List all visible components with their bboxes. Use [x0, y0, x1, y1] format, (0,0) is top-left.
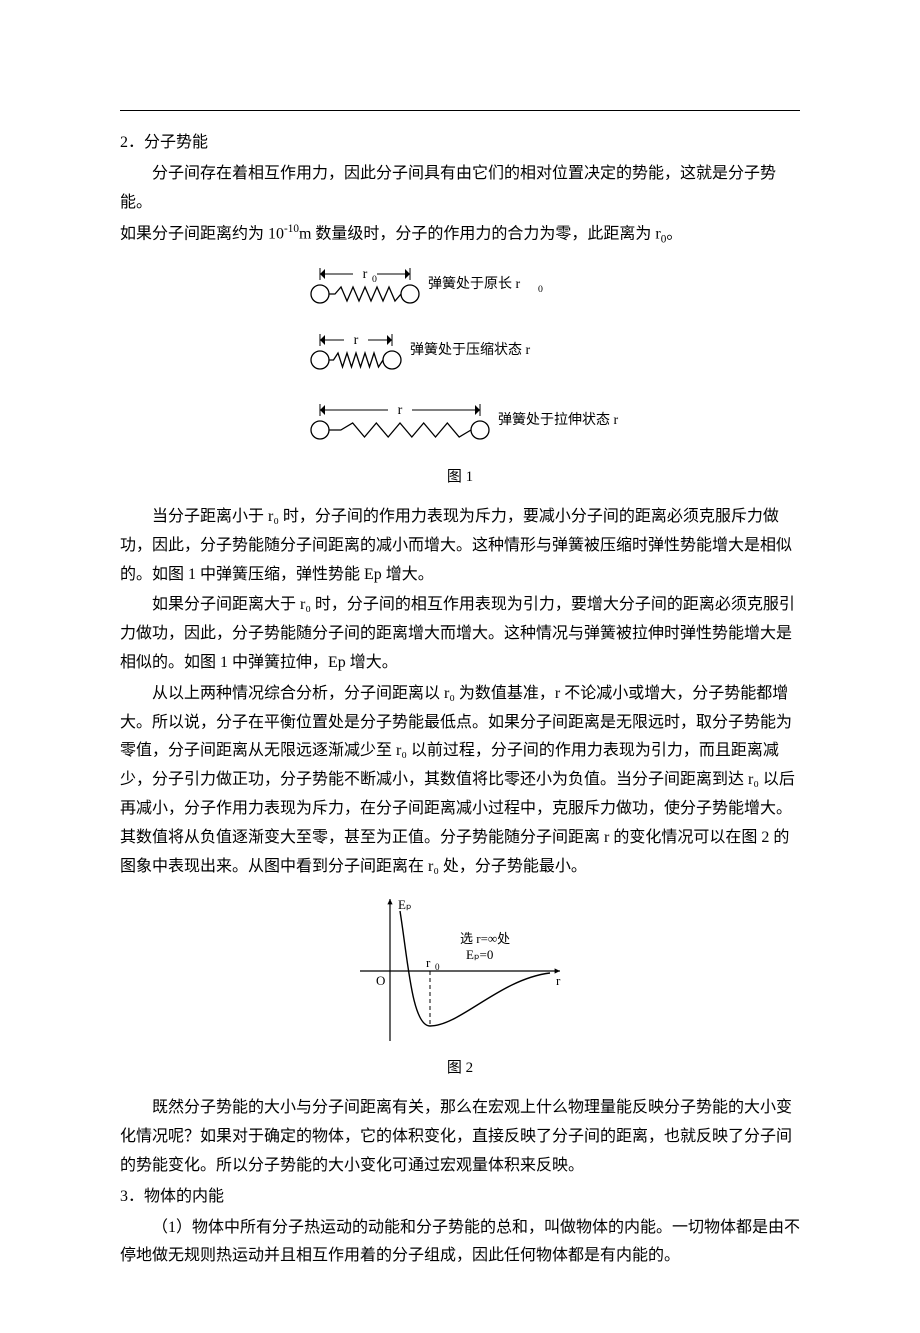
- section3-heading: 3．物体的内能: [120, 1183, 800, 1212]
- svg-text:弹簧处于压缩状态 r: 弹簧处于压缩状态 r: [410, 342, 530, 358]
- svg-text:r: r: [398, 403, 403, 418]
- svg-text:r: r: [426, 955, 431, 970]
- svg-text:r: r: [354, 333, 359, 348]
- svg-text:O: O: [376, 973, 385, 988]
- svg-text:Eₚ=0: Eₚ=0: [466, 947, 493, 962]
- body-p3: 当分子距离小于 r₀ 时，分子间的作用力表现为斥力，要减小分子间的距离必须克服斥…: [120, 503, 800, 589]
- section2-p1: 分子间存在着相互作用力，因此分子间具有由它们的相对位置决定的势能，这就是分子势能…: [120, 160, 800, 218]
- section2-heading: 2．分子势能: [120, 129, 800, 158]
- svg-text:弹簧处于拉伸状态 r: 弹簧处于拉伸状态 r: [498, 412, 618, 428]
- page: 2．分子势能 分子间存在着相互作用力，因此分子间具有由它们的相对位置决定的势能，…: [0, 0, 920, 1333]
- figure-1-caption: 图 1: [120, 464, 800, 491]
- p2-exp: -10: [284, 223, 299, 235]
- p2-a: 如果分子间距离约为 10: [120, 226, 284, 243]
- svg-text:0: 0: [372, 274, 377, 285]
- figure-2-caption: 图 2: [120, 1055, 800, 1082]
- svg-text:0: 0: [538, 284, 543, 295]
- svg-text:0: 0: [435, 962, 440, 972]
- body-p5: 从以上两种情况综合分析，分子间距离以 r₀ 为数值基准，r 不论减小或增大，分子…: [120, 680, 800, 882]
- svg-text:Eₚ: Eₚ: [398, 897, 412, 912]
- top-rule: [120, 110, 800, 111]
- body-p4: 如果分子间距离大于 r₀ 时，分子间的相互作用表现为引力，要增大分子间的距离必须…: [120, 591, 800, 677]
- figure-2: EₚrOr0选 r=∞处Eₚ=0: [350, 891, 570, 1051]
- svg-text:r: r: [363, 267, 368, 282]
- section3-p7: （1）物体中所有分子热运动的动能和分子势能的总和，叫做物体的内能。一切物体都是由…: [120, 1214, 800, 1272]
- body-p6: 既然分子势能的大小与分子间距离有关，那么在宏观上什么物理量能反映分子势能的大小变…: [120, 1094, 800, 1180]
- svg-text:r: r: [556, 973, 561, 988]
- svg-text:选 r=∞处: 选 r=∞处: [460, 931, 510, 946]
- figure-1: r0弹簧处于原长 r0r弹簧处于压缩状态 rr弹簧处于拉伸状态 r: [280, 260, 640, 460]
- svg-text:弹簧处于原长 r: 弹簧处于原长 r: [428, 276, 520, 292]
- p2-c: 。: [666, 226, 682, 243]
- section2-p2: 如果分子间距离约为 10-10m 数量级时，分子的作用力的合力为零，此距离为 r…: [120, 219, 800, 250]
- p2-b: m 数量级时，分子的作用力的合力为零，此距离为 r: [299, 226, 661, 243]
